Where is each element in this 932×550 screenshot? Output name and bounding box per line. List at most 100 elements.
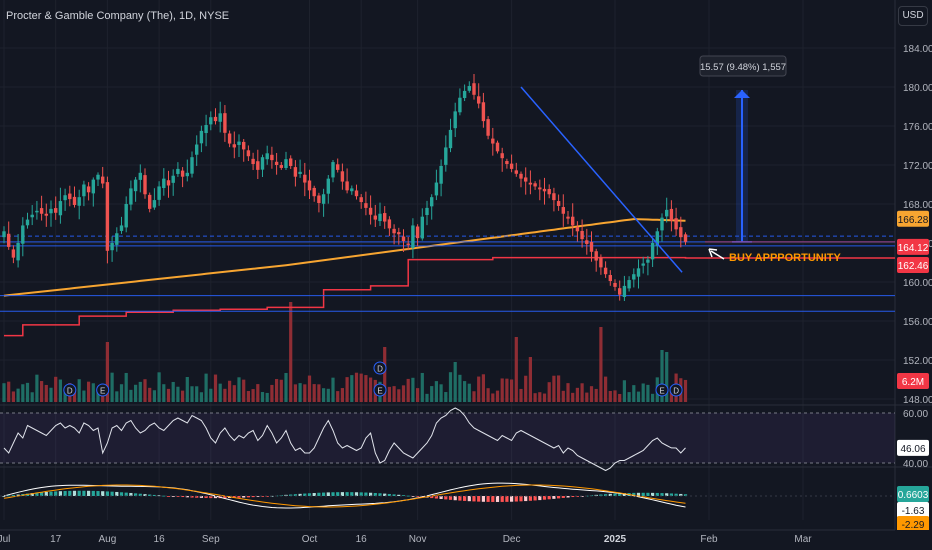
candle	[166, 170, 171, 198]
macd-histogram-bar	[129, 492, 133, 496]
candle-body	[641, 263, 645, 266]
volume-bar	[265, 392, 269, 402]
macd-line-badge-text: -1.63	[902, 506, 925, 517]
macd-histogram-bar	[331, 492, 335, 496]
candle	[665, 197, 669, 223]
macd-histogram-bar	[345, 492, 349, 496]
candle-body	[289, 158, 293, 166]
measure-arrow-head	[734, 90, 750, 99]
candle-body	[589, 242, 594, 252]
candle	[368, 195, 373, 225]
macd-histogram-bar	[679, 493, 683, 496]
candle	[129, 180, 133, 211]
volume-bar	[199, 392, 203, 402]
candle-body	[524, 177, 528, 182]
candle	[307, 169, 312, 199]
candle	[35, 200, 39, 220]
candle	[679, 216, 683, 248]
volume-bar	[477, 376, 481, 402]
candle	[354, 184, 359, 200]
price-axis-tick: 156.00	[903, 317, 932, 328]
candle	[397, 227, 401, 245]
candle-body	[63, 195, 67, 201]
candle	[260, 154, 265, 178]
volume-bar	[21, 384, 25, 402]
volume-bar	[369, 377, 373, 402]
volume-bar	[383, 347, 387, 402]
candle-body	[44, 213, 48, 216]
candle-body	[650, 243, 655, 260]
volume-bar	[30, 392, 34, 402]
volume-bar	[129, 389, 133, 402]
candle	[321, 188, 326, 217]
candle-body	[82, 184, 86, 197]
volume-bar	[571, 392, 575, 402]
macd-histogram-bar	[204, 496, 208, 499]
candle	[279, 162, 283, 170]
candle	[152, 188, 157, 210]
candle	[575, 221, 580, 242]
volume-bar	[359, 373, 363, 402]
candle	[213, 108, 218, 125]
candle-body	[246, 150, 251, 157]
event-marker-label: E	[377, 387, 382, 396]
volume-bar	[458, 374, 462, 402]
candle	[636, 259, 641, 289]
macd-histogram-bar	[458, 496, 462, 501]
candle	[458, 88, 462, 116]
volume-bar	[646, 384, 650, 402]
candle	[453, 102, 457, 138]
volume-bar	[538, 392, 542, 402]
candle-body	[176, 168, 180, 174]
symbol-title: Procter & Gamble Company (The), 1D, NYSE	[6, 10, 230, 22]
volume-bar	[420, 372, 424, 402]
candle-body	[251, 158, 255, 165]
volume-bar	[284, 372, 288, 402]
event-marker: D	[669, 383, 683, 397]
candle-body	[77, 197, 81, 206]
candle	[411, 218, 415, 259]
volume-bar	[401, 385, 406, 402]
candle-body	[430, 197, 434, 207]
currency-button[interactable]: USD	[898, 6, 928, 26]
volume-bar	[510, 379, 514, 402]
volume-bar	[190, 386, 194, 402]
candle-body	[373, 215, 377, 220]
candle	[284, 151, 288, 170]
volume-bar	[289, 302, 293, 402]
macd-histogram-bar	[87, 490, 91, 496]
volume-bar	[439, 384, 443, 402]
macd-histogram-bar	[77, 490, 81, 496]
volume-bar	[228, 380, 232, 402]
candle	[171, 169, 175, 196]
volume-bar	[500, 378, 504, 402]
volume-bar	[40, 381, 44, 402]
macd-histogram-bar	[528, 496, 532, 501]
volume-bar	[547, 382, 551, 402]
event-marker-label: E	[659, 387, 664, 396]
candle	[340, 163, 345, 190]
volume-bar	[246, 391, 250, 402]
candle-body	[256, 161, 260, 170]
candle	[133, 176, 138, 202]
trail-value-badge-box	[897, 257, 929, 274]
candle	[491, 127, 495, 156]
volume-bar	[594, 388, 598, 402]
candle-body	[444, 147, 448, 165]
candle	[143, 168, 147, 199]
macd-histogram-bar	[260, 496, 265, 497]
volume-bar	[218, 383, 222, 402]
macd-histogram-bar	[636, 492, 641, 496]
candle	[317, 192, 321, 213]
macd-histogram-bar	[176, 496, 180, 497]
volume-bar	[387, 386, 391, 402]
candle	[138, 164, 142, 193]
candle	[373, 204, 377, 227]
volume-bar	[519, 388, 523, 402]
candle-body	[96, 174, 100, 180]
candle-body	[378, 213, 382, 222]
candle-body	[585, 240, 589, 244]
candle	[176, 162, 180, 177]
candle	[439, 159, 443, 197]
